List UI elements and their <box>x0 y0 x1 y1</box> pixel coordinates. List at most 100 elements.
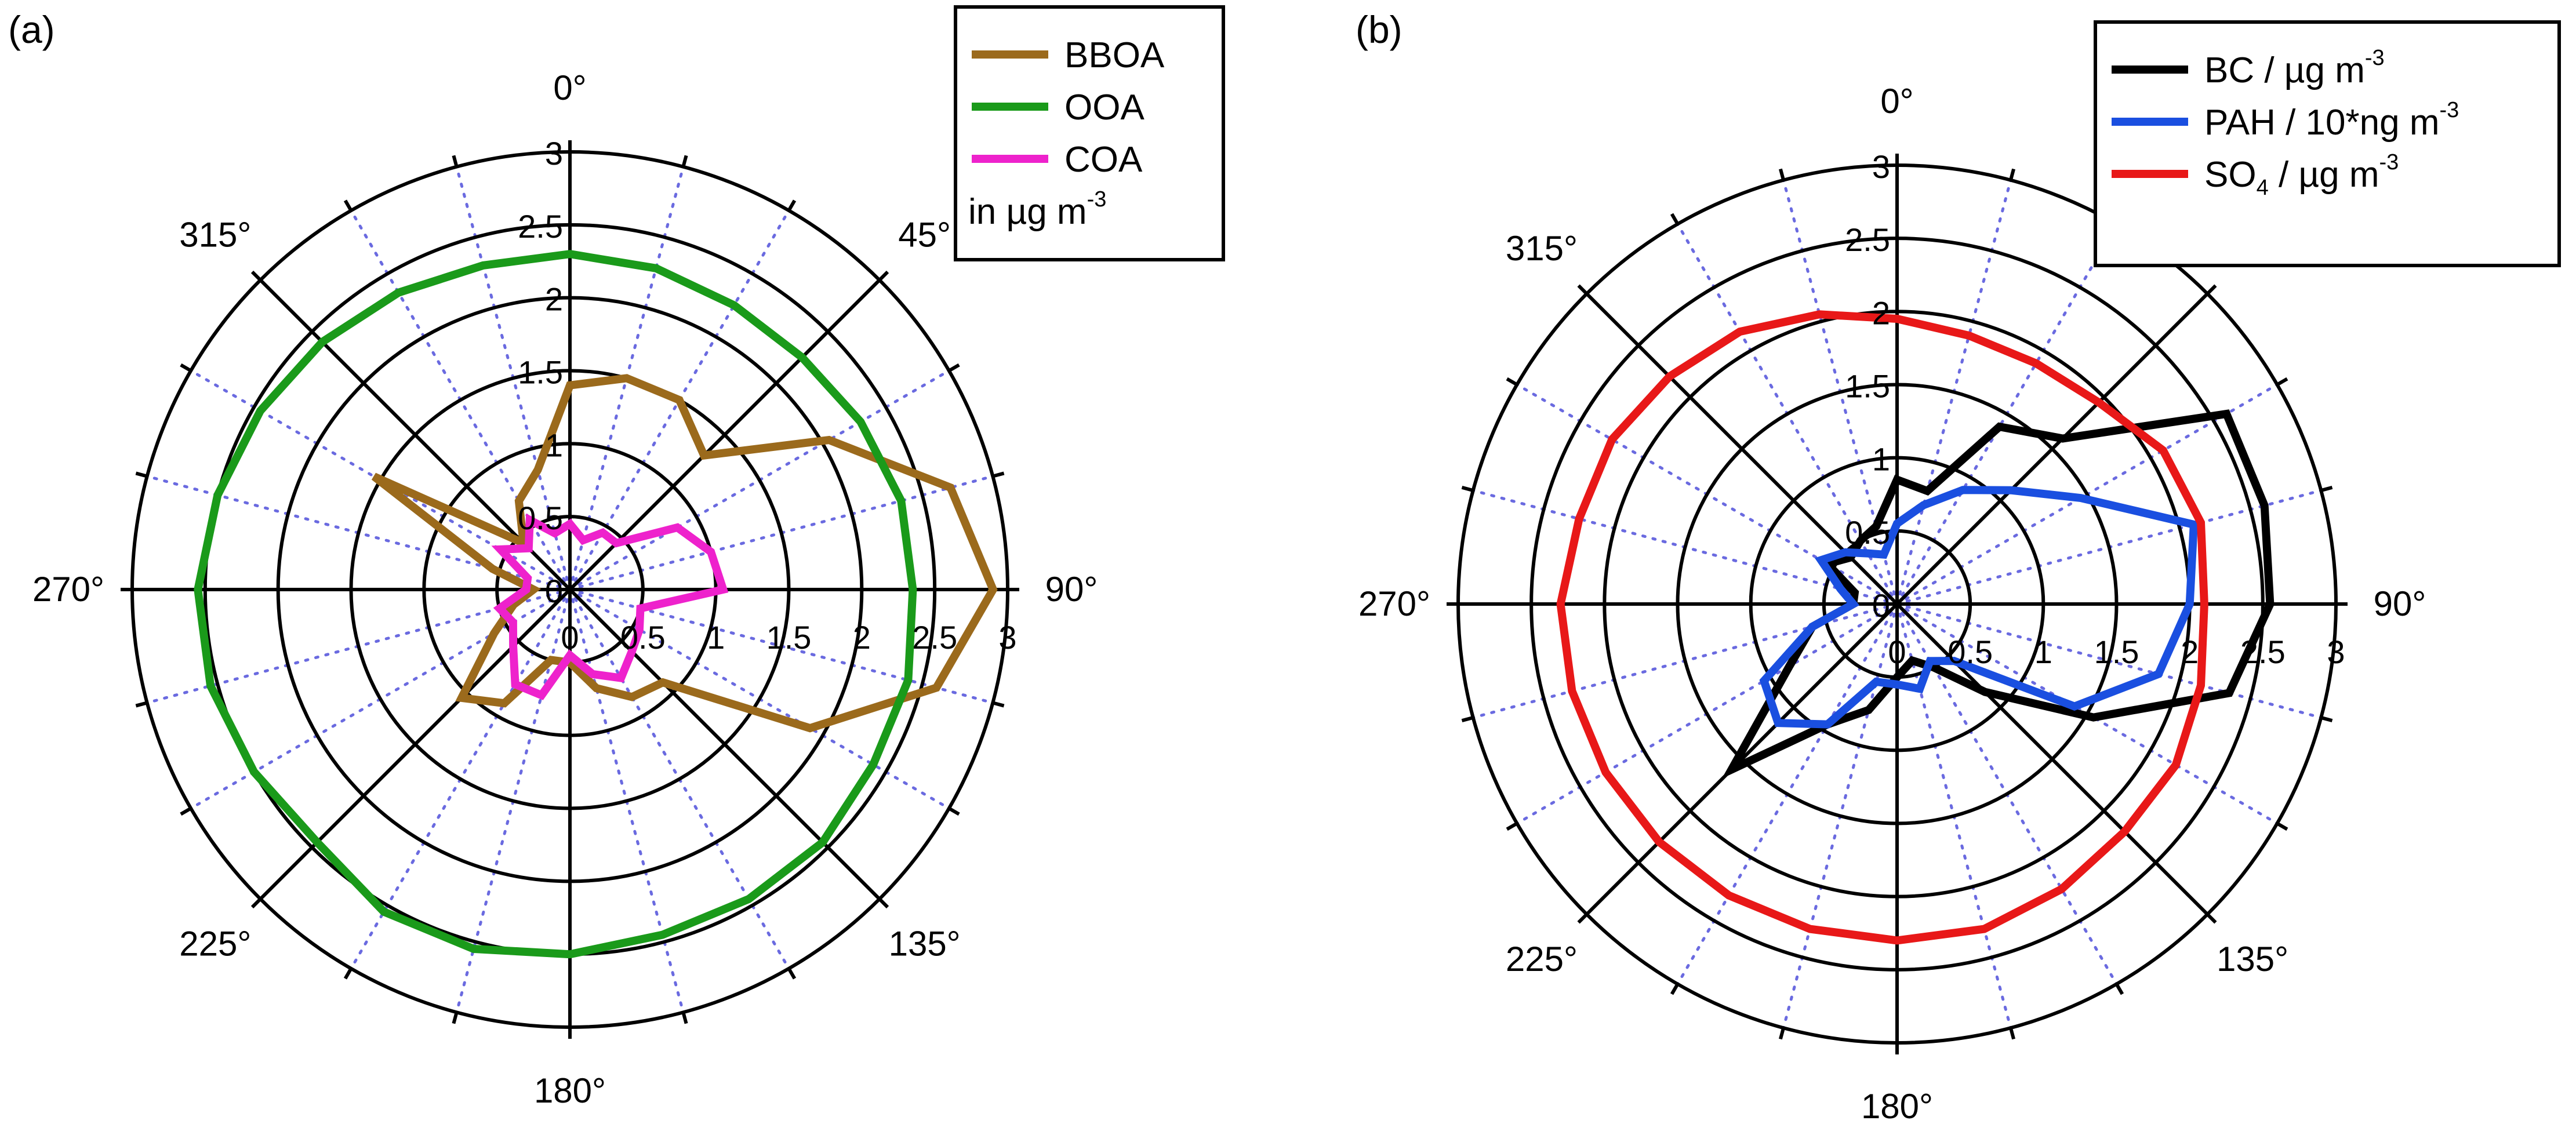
legend-label: OOA <box>1064 88 1145 128</box>
angle-tick <box>1670 213 1680 225</box>
r-tick-label: 2.5 <box>1845 221 1890 258</box>
r-tick-label: 1 <box>707 619 725 656</box>
r-tick-label: 3 <box>1872 148 1890 185</box>
angle-label-45: 45° <box>898 215 951 254</box>
angle-label-225: 225° <box>179 925 251 963</box>
r-tick-label: 0 <box>1872 587 1890 624</box>
legend-label: BBOA <box>1064 35 1165 75</box>
angle-tick <box>135 701 148 708</box>
legend-label: PAH / 10*ng m-3 <box>2204 98 2459 143</box>
r-tick-label: 1.5 <box>766 619 812 656</box>
r-tick-label: 1 <box>545 427 563 463</box>
major-spoke <box>1895 292 2209 606</box>
r-tick-label: 0.5 <box>620 619 666 656</box>
angle-label-0: 0° <box>553 68 586 107</box>
major-spoke <box>1895 602 2209 916</box>
r-tick-label: 2 <box>545 281 563 318</box>
angle-tick <box>1778 168 1785 181</box>
angle-tick <box>1461 485 1474 492</box>
r-tick-label: 1.5 <box>2094 634 2139 670</box>
angle-tick <box>2206 284 2217 295</box>
major-spoke <box>568 588 881 900</box>
r-tick-label: 3 <box>2327 634 2345 670</box>
angle-tick <box>2114 983 2124 995</box>
r-tick-label: 0 <box>561 619 579 656</box>
legend-label: BC / µg m-3 <box>2204 46 2385 90</box>
r-tick-label: 1.5 <box>1845 368 1890 405</box>
legend-box <box>954 5 1225 261</box>
r-tick-label: 1.5 <box>518 354 563 391</box>
series-line-bboa <box>371 374 998 733</box>
series-line-ooa <box>194 250 917 959</box>
angle-label-315: 315° <box>179 215 251 254</box>
series-line-coa <box>491 513 729 700</box>
angle-tick <box>681 155 688 168</box>
angle-label-315: 315° <box>1506 229 1578 268</box>
major-spoke <box>259 588 572 900</box>
polar-chart-b: 000.50.5111.51.5222.52.5330°45°90°135°18… <box>1358 20 2561 1124</box>
r-tick-label: 2 <box>2181 634 2199 670</box>
series-line-pah <box>1759 486 2199 729</box>
r-tick-label: 1 <box>1872 441 1890 478</box>
angle-tick <box>1506 821 1518 831</box>
polar-chart-a: 0 0 0.5 0.5 1 1 1.5 1.5 2 2 2.5 2.5 3 3 0° 45° 90° 135° 18… <box>32 5 1225 1110</box>
angle-label-225: 225° <box>1506 940 1578 979</box>
angle-tick <box>992 701 1005 708</box>
angle-tick <box>787 199 797 212</box>
angle-tick <box>135 471 148 478</box>
angle-label-135: 135° <box>889 925 961 963</box>
r-tick-label: 0.5 <box>518 500 563 536</box>
panel-a-label: (a) <box>8 8 55 51</box>
angle-tick <box>2276 821 2288 831</box>
angle-tick <box>878 270 889 282</box>
angle-tick <box>2009 168 2016 181</box>
r-tick-label: 3 <box>545 135 563 172</box>
angle-label-180: 180° <box>1861 1087 1933 1124</box>
r-tick-label: 1 <box>2034 634 2052 670</box>
angle-tick <box>948 363 960 373</box>
angle-tick <box>343 199 353 212</box>
legend-box <box>2094 20 2561 267</box>
angle-tick <box>1506 377 1518 387</box>
angle-tick <box>878 897 889 909</box>
angle-tick <box>1670 983 1680 995</box>
r-tick-label: 2.5 <box>518 208 563 245</box>
angle-tick <box>681 1012 688 1024</box>
angle-tick <box>948 806 960 816</box>
r-tick-label: 0.5 <box>1845 514 1890 551</box>
angle-tick <box>992 471 1005 478</box>
angle-label-180: 180° <box>534 1071 606 1110</box>
angle-tick <box>2320 716 2333 723</box>
series-line-so4 <box>1556 310 2208 945</box>
r-tick-label: 2.5 <box>2240 634 2286 670</box>
angle-label-0: 0° <box>1880 82 1913 121</box>
angle-label-135: 135° <box>2217 940 2288 979</box>
angle-tick <box>2206 913 2217 924</box>
r-tick-label: 0 <box>1888 634 1906 670</box>
angle-tick <box>343 967 353 980</box>
angle-tick <box>250 897 262 909</box>
angle-tick <box>2009 1027 2016 1040</box>
angle-tick <box>1577 913 1588 924</box>
angle-tick <box>1778 1027 1785 1040</box>
angle-tick <box>250 270 262 282</box>
angle-tick <box>1577 284 1588 295</box>
r-tick-label: 0.5 <box>1948 634 1993 670</box>
angle-tick <box>452 1012 459 1024</box>
angle-tick <box>180 363 192 373</box>
legend-label: COA <box>1064 140 1143 180</box>
angle-tick <box>2276 377 2288 387</box>
angle-label-270: 270° <box>1358 584 1430 623</box>
panel-b-label: (b) <box>1356 8 1403 51</box>
angle-tick <box>452 155 459 168</box>
angle-label-90: 90° <box>1045 570 1098 609</box>
angle-tick <box>787 967 797 980</box>
angle-label-90: 90° <box>2374 584 2426 623</box>
r-tick-label: 3 <box>998 619 1016 656</box>
legend-units-note: in µg m-3 <box>968 187 1106 232</box>
angle-tick <box>180 806 192 816</box>
r-tick-label: 2 <box>1872 294 1890 331</box>
angle-tick <box>2320 485 2333 492</box>
angle-label-270: 270° <box>32 570 104 609</box>
